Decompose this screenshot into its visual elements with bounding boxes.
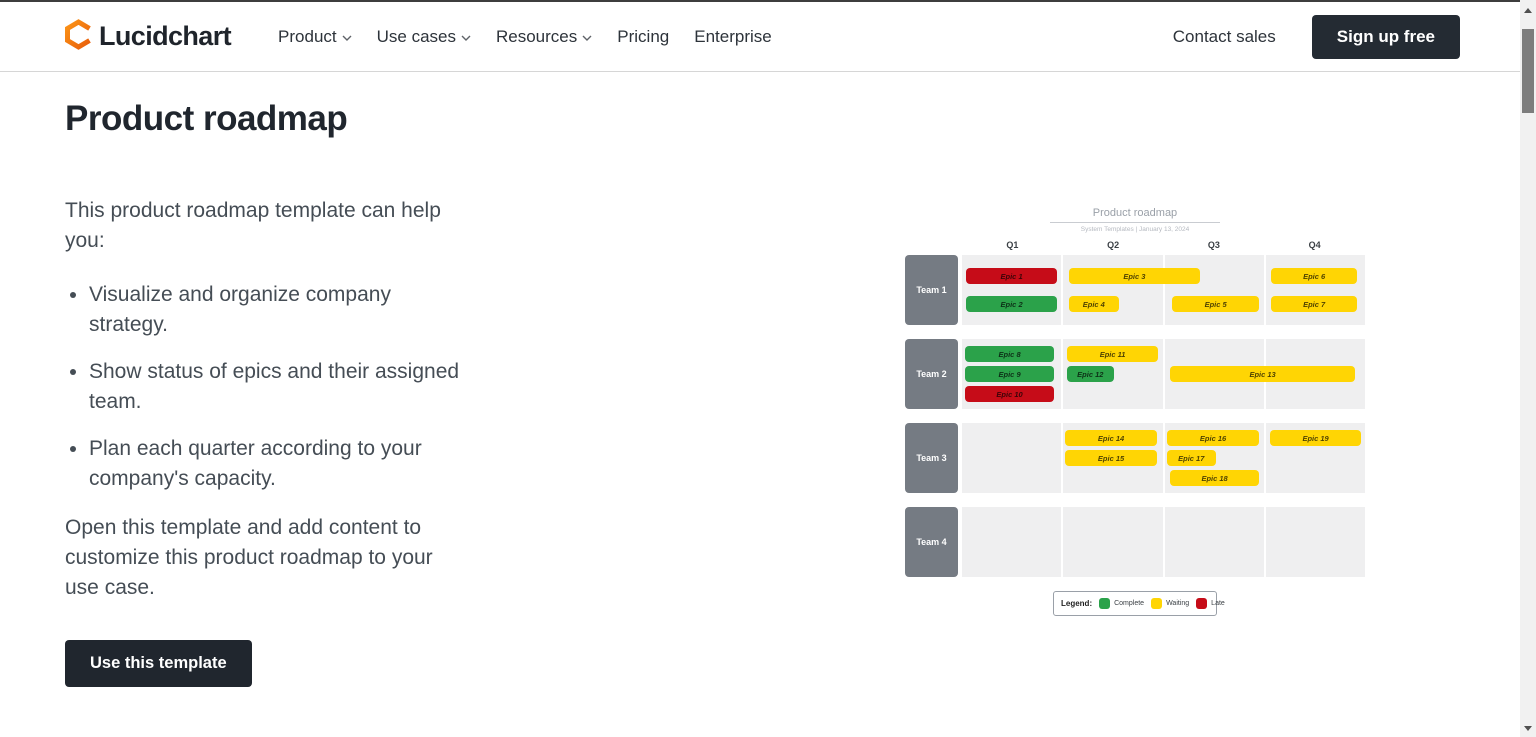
- outro-paragraph: Open this template and add content to cu…: [65, 516, 433, 599]
- epic-bar: Epic 18: [1170, 470, 1260, 486]
- quarter-cell: [962, 255, 1062, 325]
- legend-swatch: [1196, 598, 1208, 609]
- main-nav: Product Use cases Resources Pricing Ente…: [278, 27, 772, 47]
- nav-item-label: Use cases: [376, 26, 456, 46]
- roadmap-template-preview: Product roadmap System Templates | Janua…: [905, 205, 1365, 616]
- epic-bar: Epic 10: [965, 386, 1055, 402]
- epic-bar: Epic 2: [966, 296, 1058, 312]
- page-title: Product roadmap: [65, 99, 348, 138]
- legend-item: Waiting: [1151, 598, 1189, 609]
- bullet-item: Plan each quarter according to your comp…: [89, 434, 535, 494]
- epic-bar: Epic 16: [1167, 430, 1260, 446]
- quarter-cell: [962, 423, 1062, 493]
- nav-item-enterprise[interactable]: Enterprise: [694, 27, 771, 47]
- site-header: Lucidchart Product Use cases Resources P…: [0, 2, 1520, 72]
- epic-bar: Epic 1: [966, 268, 1058, 284]
- legend-swatch: [1151, 598, 1163, 609]
- lucidchart-logo-icon: [65, 18, 92, 55]
- legend-item-label: Complete: [1114, 600, 1145, 607]
- quarter-cell: [1265, 255, 1365, 325]
- team-label: Team 4: [905, 507, 958, 577]
- quarter-cell: [1063, 255, 1163, 325]
- intro-paragraph: This product roadmap template can help y…: [65, 199, 441, 252]
- nav-item-product[interactable]: Product: [278, 27, 352, 47]
- use-this-template-button[interactable]: Use this template: [65, 640, 252, 687]
- feature-bullet-list: Visualize and organize company strategy.…: [65, 280, 535, 494]
- window-top-edge: [0, 0, 1536, 2]
- legend-item-label: Late: [1211, 600, 1225, 607]
- quarter-label: Q1: [1006, 240, 1019, 250]
- epic-bar: Epic 5: [1172, 296, 1260, 312]
- epic-bar: Epic 11: [1067, 346, 1159, 362]
- brand-name: Lucidchart: [99, 21, 232, 51]
- team-row: Team 2 Epic 8 Epic 11 Epic 9 Epic 12 Epic 13 E…: [905, 339, 1365, 409]
- epic-bar: Epic 7: [1271, 296, 1358, 312]
- quarter-cell: [1265, 507, 1365, 577]
- quarter-cell: [962, 507, 1062, 577]
- epic-bar: Epic 9: [965, 366, 1055, 382]
- contact-sales-link[interactable]: Contact sales: [1172, 26, 1276, 46]
- nav-item-pricing[interactable]: Pricing: [617, 27, 669, 47]
- epic-lanes: Epic 14 Epic 16 Epic 19 Epic 15 Epic 17 Epic …: [962, 423, 1365, 493]
- quarter-label: Q2: [1107, 240, 1120, 250]
- chevron-down-icon: [461, 35, 471, 41]
- legend-label: Legend:: [1061, 599, 1093, 608]
- diagram-title: Product roadmap: [1050, 207, 1220, 223]
- scroll-up-arrow-icon[interactable]: [1520, 2, 1536, 18]
- epic-bar: Epic 8: [965, 346, 1055, 362]
- epic-lanes: [962, 507, 1365, 577]
- nav-item-label: Resources: [496, 26, 578, 46]
- roadmap-legend: Legend: Complete Waiting Late: [1053, 591, 1225, 616]
- epic-bar: Epic 15: [1065, 450, 1158, 466]
- scrollbar-thumb[interactable]: [1522, 29, 1534, 113]
- chevron-down-icon: [342, 35, 352, 41]
- epic-lanes: Epic 1 Epic 3 Epic 6 Epic 2 Epic 4 Epic 5 Epic…: [962, 255, 1365, 325]
- epic-lanes: Epic 8 Epic 11 Epic 9 Epic 12 Epic 13 Epic 10: [962, 339, 1365, 409]
- quarter-cell: [1063, 507, 1163, 577]
- team-row: Team 1 Epic 1 Epic 3 Epic 6 Epic 2 Epic 4 Epic…: [905, 255, 1365, 325]
- nav-item-label: Product: [278, 26, 337, 46]
- quarter-label: Q3: [1207, 240, 1220, 250]
- epic-bar: Epic 14: [1065, 430, 1158, 446]
- epic-bar: Epic 17: [1167, 450, 1216, 466]
- template-description: Product roadmap This product roadmap tem…: [65, 98, 535, 687]
- legend-swatch: [1099, 598, 1111, 609]
- scroll-down-arrow-icon[interactable]: [1520, 720, 1536, 736]
- nav-item-label: Pricing: [617, 26, 670, 46]
- nav-item-use-cases[interactable]: Use cases: [377, 27, 471, 47]
- sign-up-free-button[interactable]: Sign up free: [1311, 14, 1460, 59]
- epic-bar: Epic 13: [1170, 366, 1356, 382]
- team-label: Team 1: [905, 255, 958, 325]
- legend-item: Complete: [1099, 598, 1144, 609]
- epic-bar: Epic 4: [1069, 296, 1119, 312]
- team-label: Team 2: [905, 339, 958, 409]
- epic-bar: Epic 12: [1067, 366, 1114, 382]
- quarter-grid: [962, 507, 1365, 577]
- bullet-item: Visualize and organize company strategy.: [89, 280, 535, 340]
- quarter-cell: [1164, 507, 1264, 577]
- nav-item-label: Enterprise: [694, 26, 772, 46]
- quarter-cell: [1164, 255, 1264, 325]
- quarter-headers: Q1 Q2 Q3 Q4: [962, 240, 1365, 250]
- diagram-subtitle: System Templates | January 13, 2024: [1080, 226, 1190, 233]
- bullet-item: Show status of epics and their assigned …: [89, 357, 535, 417]
- quarter-label: Q4: [1308, 240, 1321, 250]
- team-label: Team 3: [905, 423, 958, 493]
- team-row: Team 4: [905, 507, 1365, 577]
- nav-item-resources[interactable]: Resources: [496, 27, 592, 47]
- epic-bar: Epic 3: [1069, 268, 1200, 284]
- header-actions: Contact sales Sign up free: [1172, 14, 1460, 59]
- chevron-down-icon: [582, 35, 592, 41]
- quarter-grid: [962, 255, 1365, 325]
- vertical-scrollbar[interactable]: [1520, 0, 1536, 737]
- legend-item-label: Waiting: [1166, 600, 1190, 607]
- epic-bar: Epic 19: [1270, 430, 1362, 446]
- epic-bar: Epic 6: [1271, 268, 1358, 284]
- team-row: Team 3 Epic 14 Epic 16 Epic 19 Epic 15 Epic 1…: [905, 423, 1365, 493]
- team-rows: Team 1 Epic 1 Epic 3 Epic 6 Epic 2 Epic 4 Epic…: [905, 255, 1365, 577]
- lucidchart-logo[interactable]: Lucidchart: [65, 18, 232, 55]
- legend-item: Late: [1196, 598, 1225, 609]
